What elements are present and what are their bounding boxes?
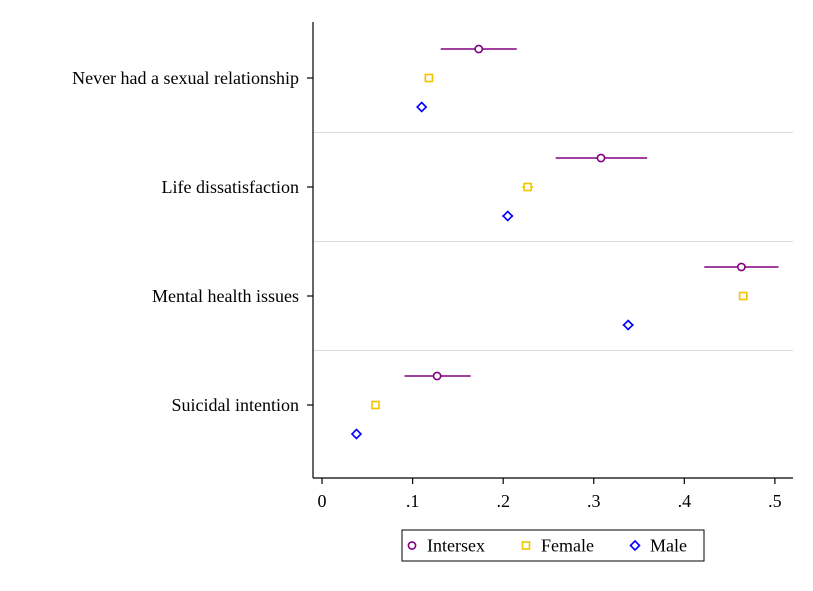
y-axis: Never had a sexual relationship Life diss… <box>72 22 314 478</box>
y-tick-label: Mental health issues <box>152 286 299 306</box>
x-tick-label: .3 <box>587 491 601 511</box>
male-point <box>622 319 634 331</box>
legend-box <box>401 529 705 562</box>
legend: Intersex Female Male <box>401 529 705 562</box>
male-point <box>416 101 428 113</box>
legend-label-male: Male <box>650 536 687 556</box>
legend-label-intersex: Intersex <box>427 536 485 556</box>
x-tick-label: .2 <box>496 491 510 511</box>
intersex-point <box>432 371 442 381</box>
intersex-point <box>474 44 484 54</box>
y-tick-label: Life dissatisfaction <box>162 177 299 197</box>
intersex-point <box>736 262 746 272</box>
male-point <box>350 428 363 440</box>
x-tick-label: .5 <box>768 491 782 511</box>
legend-marker-intersex <box>407 541 417 550</box>
y-tick-label: Never had a sexual relationship <box>72 68 299 88</box>
legend-marker-female <box>521 541 531 550</box>
category-separators <box>313 132 793 351</box>
y-tick-label: Suicidal intention <box>172 395 300 415</box>
female-point <box>738 291 748 301</box>
female-point <box>371 400 380 410</box>
x-tick-label: 0 <box>318 491 327 511</box>
legend-marker-male <box>629 539 641 552</box>
female-point <box>523 182 532 192</box>
data-marks <box>350 44 779 440</box>
legend-label-female: Female <box>541 536 594 556</box>
female-point <box>424 73 434 83</box>
intersex-point <box>596 153 606 163</box>
x-tick-label: .1 <box>406 491 420 511</box>
x-tick-label: .4 <box>678 491 692 511</box>
male-point <box>502 210 514 222</box>
x-axis: 0 .1 .2 .3 .4 .5 <box>313 477 793 511</box>
